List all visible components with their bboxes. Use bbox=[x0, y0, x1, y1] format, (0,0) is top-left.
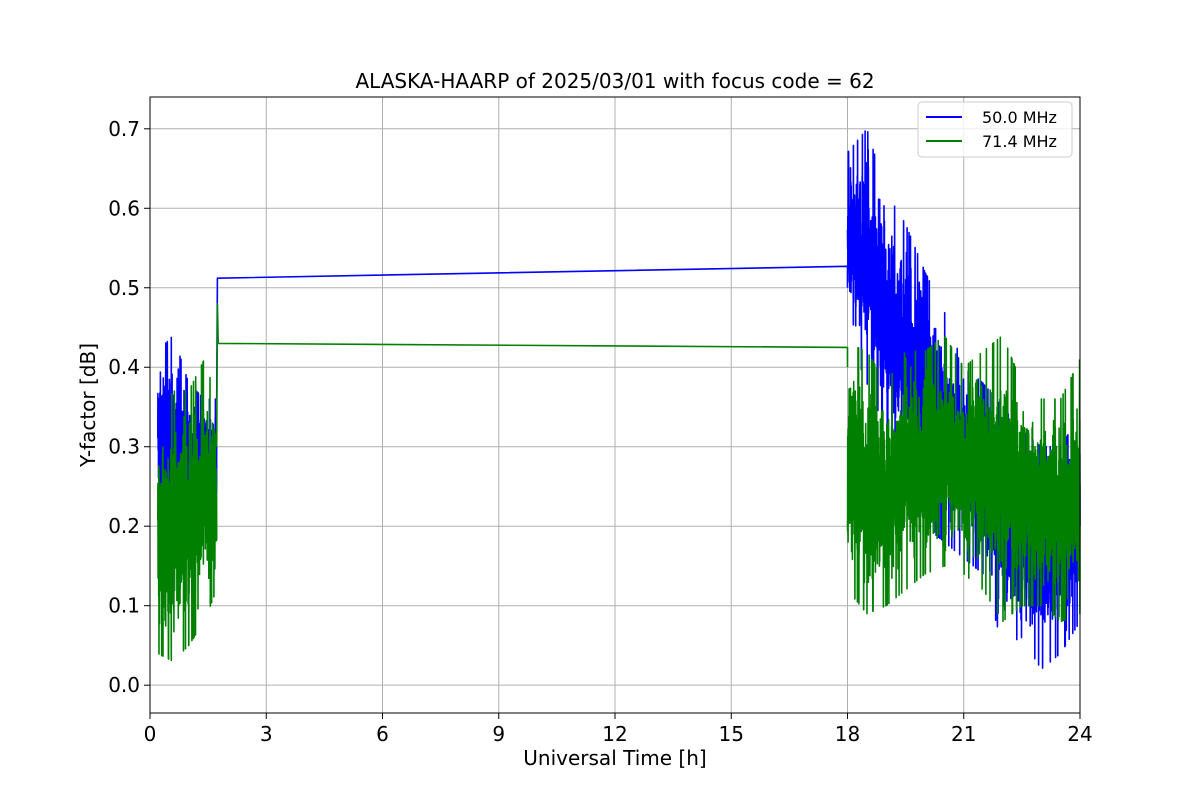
y-tick-label: 0.1 bbox=[108, 594, 140, 618]
y-axis-label: Y-factor [dB] bbox=[76, 343, 100, 468]
y-tick-label: 0.5 bbox=[108, 276, 140, 300]
x-tick-label: 9 bbox=[492, 722, 505, 746]
series-line bbox=[157, 360, 218, 662]
chart-title: ALASKA-HAARP of 2025/03/01 with focus co… bbox=[355, 69, 874, 93]
series-line bbox=[215, 302, 849, 447]
x-tick-label: 6 bbox=[376, 722, 389, 746]
x-tick-label: 3 bbox=[260, 722, 273, 746]
y-tick-label: 0.2 bbox=[108, 514, 140, 538]
x-tick-label: 18 bbox=[835, 722, 860, 746]
series-line bbox=[215, 265, 849, 400]
x-tick-label: 24 bbox=[1067, 722, 1092, 746]
x-tick-label: 21 bbox=[951, 722, 976, 746]
y-tick-label: 0.3 bbox=[108, 435, 140, 459]
series-71-4-mhz bbox=[157, 302, 1081, 662]
x-tick-label: 15 bbox=[719, 722, 744, 746]
y-tick-label: 0.7 bbox=[108, 117, 140, 141]
y-tick-label: 0.4 bbox=[108, 355, 140, 379]
y-tick-label: 0.6 bbox=[108, 196, 140, 220]
series-line bbox=[846, 335, 1081, 622]
x-tick-label: 0 bbox=[144, 722, 157, 746]
x-axis: 0 3 6 9 12 15 18 21 24 bbox=[144, 713, 1093, 746]
series-layer bbox=[157, 130, 1081, 669]
legend: 50.0 MHz 71.4 MHz bbox=[917, 101, 1073, 158]
legend-box bbox=[917, 101, 1073, 158]
legend-label-71mhz: 71.4 MHz bbox=[982, 132, 1057, 151]
x-tick-label: 12 bbox=[602, 722, 627, 746]
y-tick-label: 0.0 bbox=[108, 673, 140, 697]
legend-label-50mhz: 50.0 MHz bbox=[982, 108, 1057, 127]
y-axis: 0.0 0.1 0.2 0.3 0.4 0.5 0.6 0.7 bbox=[108, 117, 150, 697]
x-axis-label: Universal Time [h] bbox=[523, 746, 706, 770]
